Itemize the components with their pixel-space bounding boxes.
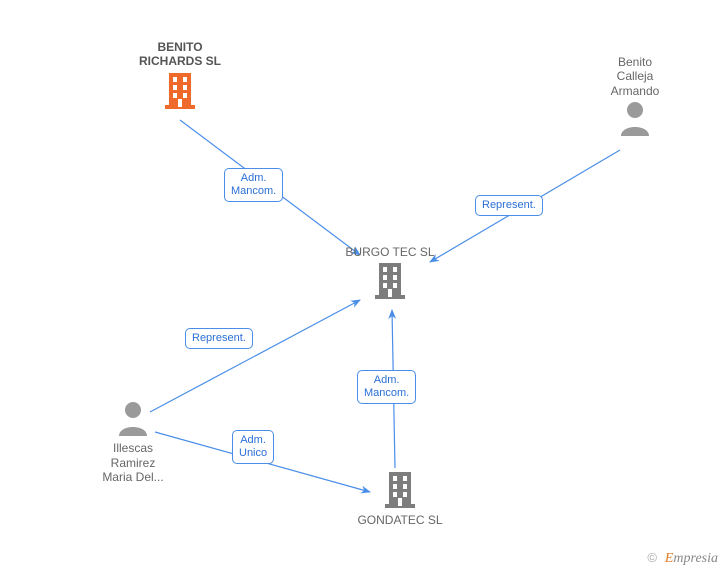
node-label: Illescas xyxy=(113,441,153,455)
node-burgo-tec[interactable]: BURGO TEC SL xyxy=(330,245,450,303)
node-label: Maria Del... xyxy=(102,470,163,484)
node-label: Armando xyxy=(611,84,660,98)
edge-label: Adm.Mancom. xyxy=(224,168,283,202)
node-label: BENITO xyxy=(157,40,202,54)
node-label: Calleja xyxy=(617,69,654,83)
edge-label: Adm.Mancom. xyxy=(357,370,416,404)
building-icon xyxy=(383,470,417,511)
node-illescas[interactable]: Illescas Ramirez Maria Del... xyxy=(88,400,178,485)
node-label: GONDATEC SL xyxy=(357,513,442,527)
node-benito-calleja[interactable]: Benito Calleja Armando xyxy=(595,55,675,140)
edge-label: Represent. xyxy=(185,328,253,349)
edge-label: Represent. xyxy=(475,195,543,216)
building-icon xyxy=(373,261,407,302)
watermark: © Empresia xyxy=(647,549,718,567)
node-label: Benito xyxy=(618,55,652,69)
edge-label: Adm.Unico xyxy=(232,430,274,464)
node-label: RICHARDS SL xyxy=(139,54,221,68)
edge xyxy=(150,300,360,412)
person-icon xyxy=(618,100,652,139)
building-icon xyxy=(163,71,197,112)
node-gondatec[interactable]: GONDATEC SL xyxy=(340,470,460,528)
node-label: Ramirez xyxy=(111,456,156,470)
person-icon xyxy=(116,400,150,439)
copyright-symbol: © xyxy=(647,550,657,565)
node-benito-richards[interactable]: BENITO RICHARDS SL xyxy=(110,40,250,112)
node-label: BURGO TEC SL xyxy=(345,245,434,259)
